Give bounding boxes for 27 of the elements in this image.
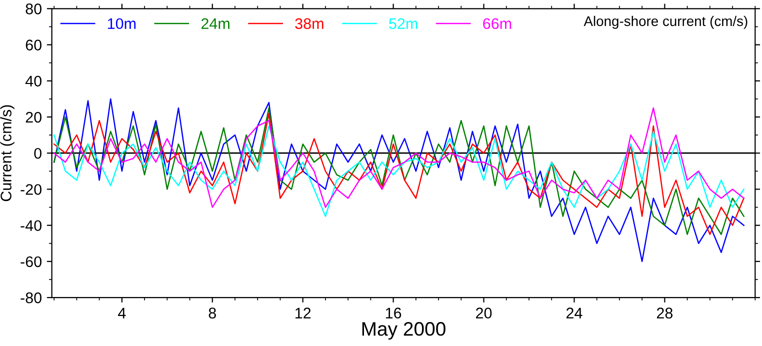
x-tick-label: 16: [386, 308, 402, 319]
x-tick-label: 8: [208, 308, 216, 319]
legend-label: 52m: [389, 18, 418, 30]
x-tick-label: 20: [476, 308, 492, 319]
annotation: Along-shore current (cm/s): [584, 16, 748, 29]
y-tick-label: 0: [34, 148, 42, 159]
x-tick-label: 4: [118, 308, 126, 318]
y-tick-label: 80: [26, 4, 42, 14]
x-tick-label: 28: [656, 308, 673, 319]
y-tick-label: -40: [20, 220, 42, 232]
y-tick-label: -20: [20, 184, 42, 195]
x-tick-label: 12: [296, 308, 311, 318]
y-tick-label: 20: [26, 112, 42, 123]
x-tick-label: 24: [566, 308, 582, 318]
y-tick-label: 40: [25, 76, 42, 87]
line-series: [53, 125, 744, 217]
legend-label: 66m: [483, 18, 512, 30]
legend-label: 38m: [295, 18, 324, 30]
y-tick-label: -60: [20, 256, 42, 268]
line-series: [53, 107, 744, 208]
y-tick-label: -80: [20, 292, 42, 304]
legend-label: 10m: [108, 18, 136, 30]
legend-label: 24m: [201, 18, 230, 29]
line-series: [53, 98, 744, 262]
x-axis-title: May 2000: [362, 322, 446, 340]
y-axis-title: Current (cm/s): [0, 105, 14, 202]
y-tick-label: 60: [26, 40, 42, 50]
